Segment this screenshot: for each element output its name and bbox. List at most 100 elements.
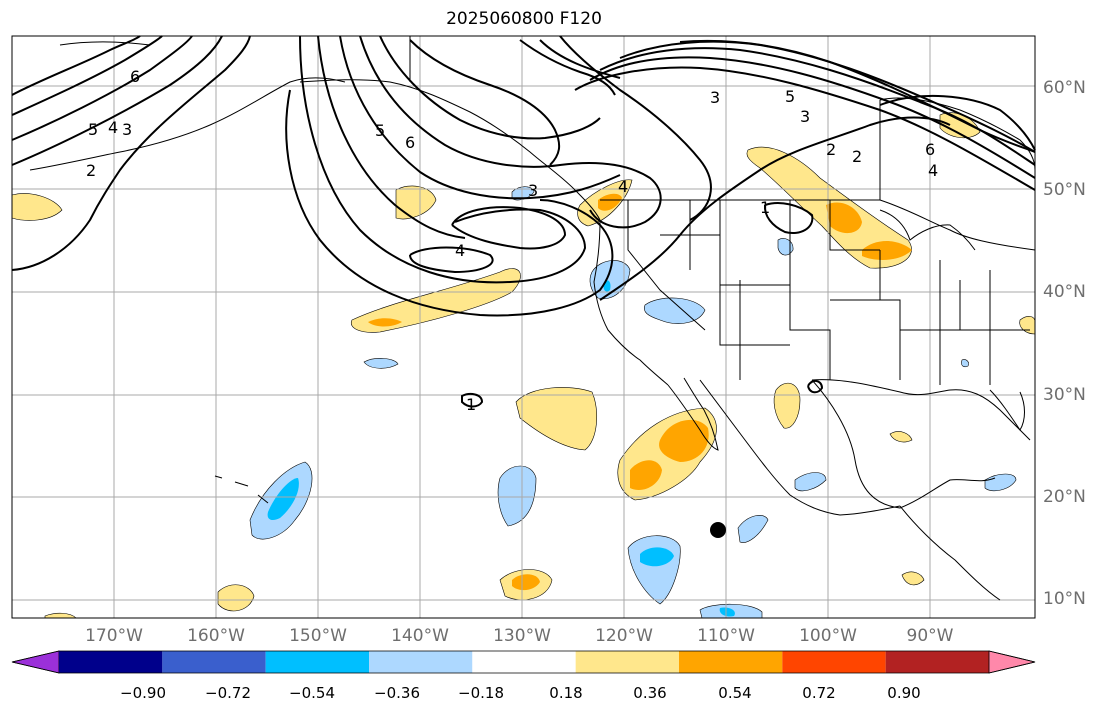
anomaly-area	[777, 238, 794, 256]
colorbar-tick-label: −0.18	[458, 684, 504, 702]
anomaly-area	[737, 515, 769, 543]
contour-line	[559, 35, 712, 221]
colorbar-segment	[782, 651, 886, 673]
lon-label: 100°W	[799, 626, 857, 646]
graticule	[12, 36, 1035, 618]
contour-line	[807, 380, 824, 394]
anomaly-area	[794, 472, 827, 492]
map-background	[12, 36, 1035, 618]
colorbar-tick-label: 0.36	[633, 684, 667, 702]
contour-labels: 6 5 4 3 2 5 6 4 3 5 3 3 6 4 2 1 2 1 4	[86, 67, 938, 414]
contour-label: 3	[528, 181, 538, 200]
contour-label: 5	[785, 87, 795, 106]
contours	[11, 35, 1036, 408]
contour-label: 4	[455, 241, 465, 260]
anomaly-area	[368, 318, 402, 327]
contour-label: 3	[122, 120, 132, 139]
lat-label: 50°N	[1043, 180, 1086, 200]
lon-label: 110°W	[697, 626, 755, 646]
contour-label: 3	[710, 88, 720, 107]
colorbar-extend-low	[11, 650, 60, 674]
colorbar-extend-high	[988, 650, 1036, 674]
lat-label: 60°N	[1043, 78, 1086, 98]
colorbar-segment	[369, 651, 473, 673]
anomaly-area	[889, 431, 913, 443]
contour-line	[359, 35, 662, 229]
colorbar-segment	[265, 651, 369, 673]
contour-line	[299, 35, 587, 284]
lat-label: 40°N	[1043, 282, 1086, 302]
colorbar-tick-label: 0.54	[718, 684, 752, 702]
contour-line	[11, 35, 193, 141]
contour-line	[763, 202, 814, 234]
colorbar	[11, 650, 1036, 674]
lon-label: 160°W	[187, 626, 245, 646]
contour-label: 5	[375, 121, 385, 140]
lon-label: 140°W	[391, 626, 449, 646]
colorbar-tick-label: −0.54	[289, 684, 335, 702]
colorbar-segment	[59, 651, 163, 673]
contour-line	[451, 206, 567, 250]
colorbar-segment	[472, 651, 576, 673]
anomaly-area	[719, 607, 735, 617]
contour-line	[11, 35, 223, 166]
lon-label: 170°W	[85, 626, 143, 646]
anomaly-fills	[11, 112, 1036, 619]
anomaly-area	[826, 202, 862, 234]
map-frame	[11, 35, 1036, 619]
anomaly-area	[598, 193, 622, 211]
contour-label: 2	[852, 147, 862, 166]
colorbar-segment	[679, 651, 783, 673]
contour-line	[409, 39, 561, 166]
contour-line	[339, 35, 621, 200]
anomaly-area	[515, 387, 597, 451]
lon-label: 150°W	[289, 626, 347, 646]
colorbar-tick-label: 0.72	[802, 684, 836, 702]
anomaly-area	[901, 571, 925, 586]
contour-line	[574, 66, 1036, 191]
lon-label: 130°W	[493, 626, 551, 646]
anomaly-area	[512, 574, 540, 591]
anomaly-area	[659, 419, 709, 462]
anomaly-area	[984, 473, 1017, 492]
colorbar-tick-label: −0.90	[120, 684, 166, 702]
anomaly-area	[511, 186, 535, 201]
contour-label: 2	[86, 161, 96, 180]
colorbar-tick-label: 0.90	[887, 684, 921, 702]
anomaly-area	[267, 478, 299, 520]
anomaly-area	[497, 465, 537, 527]
contour-line	[519, 39, 616, 96]
contour-label: 4	[618, 177, 628, 196]
colorbar-tick-label: 0.18	[549, 684, 583, 702]
anomaly-area	[630, 460, 662, 490]
lon-label: 120°W	[595, 626, 653, 646]
contour-label: 3	[800, 107, 810, 126]
anomaly-area	[939, 112, 981, 139]
lat-label: 30°N	[1043, 385, 1086, 405]
contour-line	[379, 35, 601, 140]
location-marker	[710, 522, 726, 538]
lat-label: 10°N	[1043, 589, 1086, 609]
anomaly-area	[395, 185, 437, 220]
map-title: 2025060800 F120	[446, 9, 602, 29]
contour-label: 4	[928, 161, 938, 180]
colorbar-tick-label: −0.72	[205, 684, 251, 702]
colorbar-segment	[162, 651, 266, 673]
anomaly-area	[217, 584, 255, 612]
contour-label: 5	[88, 120, 98, 139]
lat-label: 20°N	[1043, 487, 1086, 507]
contour-label: 6	[130, 67, 140, 86]
contour-line	[589, 56, 1036, 179]
contour-label: 1	[466, 395, 476, 414]
anomaly-area	[773, 382, 801, 429]
contour-label: 6	[925, 140, 935, 159]
anomaly-area	[961, 359, 969, 368]
contour-label: 1	[760, 198, 770, 217]
contour-line	[879, 94, 1036, 151]
contour-line	[409, 246, 494, 274]
contour-line	[317, 35, 466, 239]
anomaly-area	[862, 241, 912, 260]
contour-line	[11, 35, 141, 96]
contour-line	[11, 35, 163, 116]
